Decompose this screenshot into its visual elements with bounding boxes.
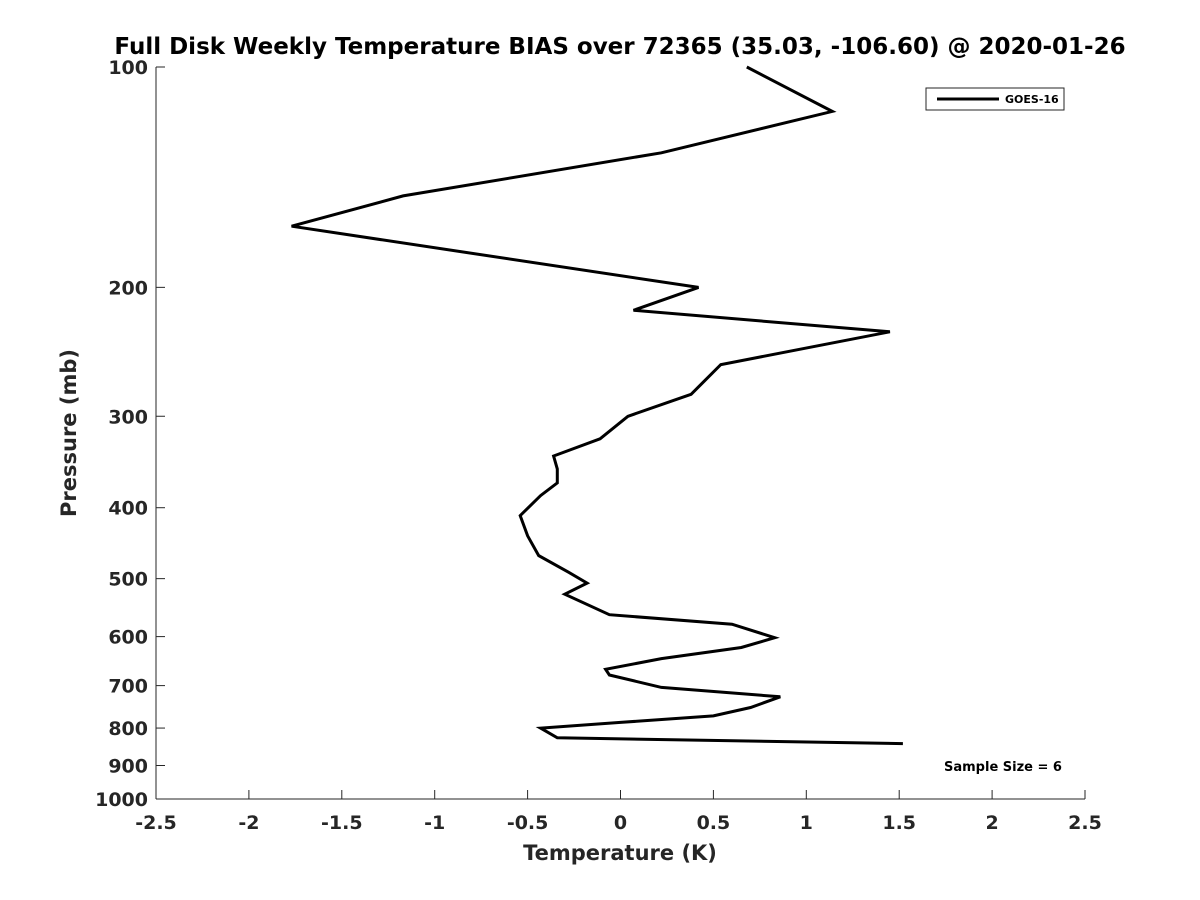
chart-title: Full Disk Weekly Temperature BIAS over 7… bbox=[114, 34, 1125, 60]
y-tick-label: 100 bbox=[108, 57, 148, 79]
y-tick-label: 1000 bbox=[95, 789, 148, 811]
y-tick-label: 200 bbox=[108, 277, 148, 299]
legend-entry: GOES-16 bbox=[1005, 93, 1059, 106]
y-tick-label: 600 bbox=[108, 627, 148, 649]
x-tick-label: -0.5 bbox=[507, 812, 549, 834]
y-tick-label: 300 bbox=[108, 406, 148, 428]
x-tick-label: 1 bbox=[800, 812, 813, 834]
x-tick-label: 1.5 bbox=[882, 812, 916, 834]
x-axis-label: Temperature (K) bbox=[523, 841, 717, 865]
x-ticks: -2.5 -2 -1.5 -1 -0.5 0 0.5 1 1.5 2 2.5 bbox=[135, 790, 1102, 834]
y-tick-label: 800 bbox=[108, 718, 148, 740]
x-tick-label: 2.5 bbox=[1068, 812, 1102, 834]
legend: GOES-16 bbox=[925, 87, 1065, 111]
sample-size-annotation: Sample Size = 6 bbox=[944, 760, 1062, 775]
y-tick-label: 400 bbox=[108, 498, 148, 520]
y-tick-label: 700 bbox=[108, 676, 148, 698]
x-tick-label: -2.5 bbox=[135, 812, 177, 834]
x-tick-label: -1 bbox=[424, 812, 445, 834]
x-tick-label: 2 bbox=[985, 812, 998, 834]
series-layer bbox=[291, 65, 903, 746]
x-tick-label: 0.5 bbox=[697, 812, 731, 834]
y-tick-label: 900 bbox=[108, 756, 148, 778]
y-axis-label: Pressure (mb) bbox=[57, 349, 81, 517]
series-line-goes-16 bbox=[291, 65, 903, 746]
x-tick-label: -1.5 bbox=[321, 812, 363, 834]
x-tick-label: 0 bbox=[614, 812, 627, 834]
y-ticks: 100 200 300 400 500 600 700 800 900 1000 bbox=[95, 57, 165, 811]
plot-area bbox=[156, 67, 1085, 799]
x-tick-label: -2 bbox=[238, 812, 259, 834]
y-tick-label: 500 bbox=[108, 569, 148, 591]
